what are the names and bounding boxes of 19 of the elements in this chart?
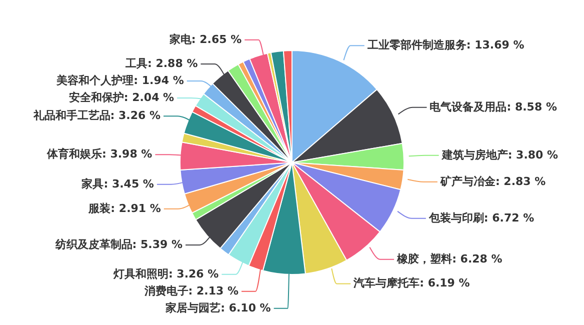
slice-label: 建筑与房地产: 3.80 % bbox=[440, 148, 558, 162]
slice-label: 家具: 3.45 % bbox=[80, 177, 154, 190]
slice-label: 工业零部件制造服务: 13.69 % bbox=[366, 38, 524, 52]
slice-label: 家居与园艺: 6.10 % bbox=[164, 301, 271, 314]
slice-label: 电气设备及用品: 8.58 % bbox=[430, 100, 557, 114]
slice-label: 家电: 2.65 % bbox=[168, 32, 242, 46]
slice-label: 工具: 2.88 % bbox=[124, 56, 198, 70]
slice-label: 灯具和照明: 3.26 % bbox=[112, 267, 219, 280]
slice-label: 消费电子: 2.13 % bbox=[143, 284, 238, 298]
slice-label: 纺织及皮革制品: 5.39 % bbox=[54, 238, 183, 251]
slice-label: 橡胶，塑料: 6.28 % bbox=[396, 252, 502, 266]
slice-label: 矿产与冶金: 2.83 % bbox=[439, 174, 546, 188]
slice-label: 美容和个人护理: 1.94 % bbox=[56, 74, 184, 87]
slice-label: 安全和保护: 2.04 % bbox=[68, 90, 174, 104]
slice-label: 包装与印刷: 6.72 % bbox=[428, 211, 534, 224]
slice-label: 汽车与摩托车: 6.19 % bbox=[352, 276, 470, 290]
slice-label: 服装: 2.91 % bbox=[88, 202, 161, 215]
slice-label: 礼品和手工艺品: 3.26 % bbox=[32, 109, 161, 122]
slice-label: 体育和娱乐: 3.98 % bbox=[46, 148, 152, 161]
